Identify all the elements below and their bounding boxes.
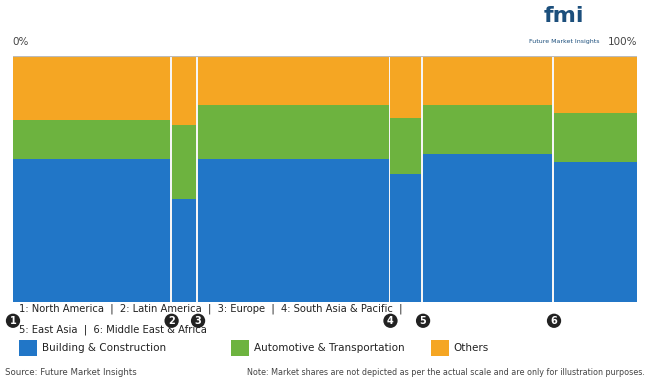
Bar bbox=[554, 162, 637, 302]
Text: 5: 5 bbox=[420, 316, 426, 326]
Text: Others: Others bbox=[454, 343, 489, 353]
FancyBboxPatch shape bbox=[431, 340, 448, 356]
Bar bbox=[172, 199, 196, 302]
FancyBboxPatch shape bbox=[231, 340, 249, 356]
Bar bbox=[172, 56, 196, 125]
Text: Note: Market shares are not depicted as per the actual scale and are only for il: Note: Market shares are not depicted as … bbox=[247, 367, 645, 377]
Bar bbox=[391, 118, 421, 174]
Text: 0%: 0% bbox=[12, 37, 29, 47]
Text: Future Market Insights: Future Market Insights bbox=[528, 39, 599, 44]
Bar bbox=[423, 105, 552, 154]
Text: 3: 3 bbox=[195, 316, 202, 326]
Text: 4: 4 bbox=[387, 316, 394, 326]
Bar bbox=[554, 56, 637, 113]
Text: Polysulfide Market Key Regions and End-Use Mekko Chart, 2021: Polysulfide Market Key Regions and End-U… bbox=[7, 20, 588, 36]
Bar bbox=[13, 120, 170, 159]
Bar bbox=[172, 125, 196, 199]
Bar bbox=[423, 154, 552, 302]
Text: Automotive & Transportation: Automotive & Transportation bbox=[254, 343, 404, 353]
Bar bbox=[423, 56, 552, 105]
Bar bbox=[13, 56, 170, 120]
Text: 2: 2 bbox=[168, 316, 175, 326]
Bar bbox=[391, 56, 421, 118]
Text: 1: 1 bbox=[10, 316, 16, 326]
Bar bbox=[198, 56, 389, 105]
Text: 1: North America  |  2: Latin America  |  3: Europe  |  4: South Asia & Pacific : 1: North America | 2: Latin America | 3:… bbox=[20, 303, 403, 314]
Bar bbox=[391, 174, 421, 302]
FancyBboxPatch shape bbox=[483, 3, 645, 53]
FancyBboxPatch shape bbox=[20, 340, 36, 356]
Bar bbox=[198, 105, 389, 159]
Text: 5: East Asia  |  6: Middle East & Africa: 5: East Asia | 6: Middle East & Africa bbox=[20, 325, 207, 335]
Text: 100%: 100% bbox=[608, 37, 638, 47]
Bar bbox=[554, 113, 637, 162]
Text: 6: 6 bbox=[551, 316, 558, 326]
Text: fmi: fmi bbox=[543, 6, 584, 26]
Bar bbox=[198, 159, 389, 302]
Text: Source: Future Market Insights: Source: Future Market Insights bbox=[5, 367, 137, 377]
Bar bbox=[13, 159, 170, 302]
Text: Building & Construction: Building & Construction bbox=[42, 343, 166, 353]
